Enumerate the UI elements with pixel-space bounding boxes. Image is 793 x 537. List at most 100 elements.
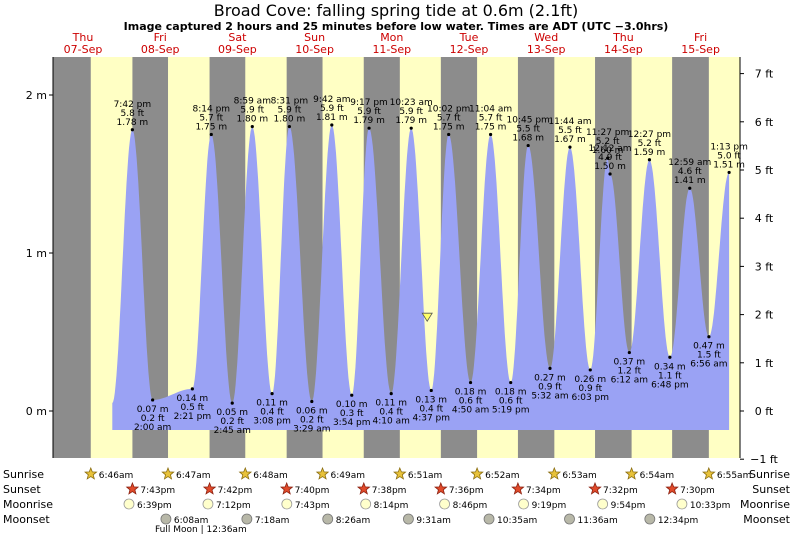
high-tide-time: 9:17 pm xyxy=(350,98,388,108)
day-date: 13-Sep xyxy=(527,43,566,56)
day-date: 10-Sep xyxy=(295,43,334,56)
sunset-time: 7:40pm xyxy=(295,486,330,496)
high-tide-point xyxy=(608,172,612,176)
high-tide-feet: 5.2 ft xyxy=(596,137,620,147)
low-tide-feet: 1.2 ft xyxy=(617,367,641,377)
moonset-icon xyxy=(160,513,172,525)
right-tick-label: 6 ft xyxy=(755,116,774,129)
high-tide-metres: 1.80 m xyxy=(236,115,268,125)
low-tide-time: 3:29 am xyxy=(293,425,330,435)
moonrise-icon xyxy=(597,498,609,510)
low-tide-point xyxy=(588,368,592,372)
moonset-icon xyxy=(322,513,334,525)
high-tide-time: 7:42 pm xyxy=(114,100,152,110)
tide-labels: 7:42 pm5.8 ft1.78 m0.07 m0.2 ft2:00 am0.… xyxy=(114,95,748,436)
moonset-time: 10:35am xyxy=(497,516,537,526)
moonset-time: 8:26am xyxy=(336,516,371,526)
sunrise-icon xyxy=(161,466,175,480)
moonset-time: 12:34pm xyxy=(658,516,698,526)
low-tide-time: 5:19 pm xyxy=(492,406,530,416)
high-tide-time: 10:02 pm xyxy=(427,105,470,115)
sunrise-time: 6:47am xyxy=(176,471,211,481)
row-label-right: Sunrise xyxy=(749,468,790,481)
day-date: 14-Sep xyxy=(604,43,643,56)
moonset-icon xyxy=(483,513,495,525)
sunset-icon xyxy=(202,481,217,495)
low-tide-metres: 0.11 m xyxy=(375,399,407,409)
high-tide-feet: 5.9 ft xyxy=(399,107,423,117)
day-of-week: Fri xyxy=(694,31,707,44)
high-tide-metres: 1.81 m xyxy=(316,113,348,123)
high-tide-point xyxy=(367,126,371,130)
low-tide-feet: 0.4 ft xyxy=(379,408,403,418)
high-tide-point xyxy=(447,132,451,137)
day-of-week: Fri xyxy=(154,31,167,44)
sunset-icon xyxy=(125,481,140,495)
high-tide-time: 11:27 pm xyxy=(586,128,629,138)
chart-header: Broad Cove: falling spring tide at 0.6m … xyxy=(124,1,669,33)
sunset-icon xyxy=(511,481,525,495)
moonset-icon xyxy=(644,513,656,525)
high-tide-point xyxy=(568,145,572,149)
high-tide-metres: 1.51 m xyxy=(713,160,745,170)
sunset-time: 7:36pm xyxy=(449,486,484,496)
sunset-icon xyxy=(665,481,679,495)
sunrise-icon xyxy=(84,466,98,480)
sunrise-time: 6:51am xyxy=(408,471,443,481)
high-tide-point xyxy=(526,143,530,148)
low-tide-point xyxy=(151,398,155,402)
left-tick-label: 2 m xyxy=(26,89,47,102)
low-tide-metres: 0.34 m xyxy=(654,362,686,372)
low-tide-point xyxy=(310,399,314,404)
sun-moon-rows: Sunrise Sunrise Sunset Sunset Moonrise Moonri… xyxy=(3,466,791,535)
sunrise-icon xyxy=(238,466,253,480)
low-tide-time: 3:54 pm xyxy=(333,418,371,428)
high-tide-point xyxy=(727,170,731,175)
high-tide-time: 10:45 pm xyxy=(507,116,550,126)
right-tick-label: 0 ft xyxy=(755,405,774,418)
day-date: 15-Sep xyxy=(681,43,720,56)
high-tide-metres: 1.78 m xyxy=(117,118,149,128)
high-tide-metres: 1.75 m xyxy=(195,123,227,133)
sunrise-time: 6:48am xyxy=(253,471,287,481)
sunrise-icon xyxy=(393,466,407,480)
right-tick-label: 5 ft xyxy=(755,164,774,177)
moonrise-icon xyxy=(360,498,372,510)
low-tide-time: 4:10 am xyxy=(373,417,410,427)
sunset-time: 7:32pm xyxy=(603,486,638,496)
high-tide-metres: 1.41 m xyxy=(674,176,706,186)
low-tide-point xyxy=(627,350,631,355)
low-tide-feet: 0.5 ft xyxy=(180,403,204,413)
high-tide-point xyxy=(250,125,254,129)
low-tide-time: 5:32 am xyxy=(531,391,568,401)
tide-water-area xyxy=(112,125,730,430)
moonrise-time: 9:19pm xyxy=(532,501,567,511)
chart-axes: 2 m 1 m 0 m 7 ft 6 ft 5 ft 4 ft 3 ft 2 ft 1 ft 0 f… xyxy=(26,57,779,466)
row-label-left: Moonset xyxy=(3,513,50,526)
moonrise-time: 10:33pm xyxy=(690,501,730,511)
sunrise-icon xyxy=(702,466,716,480)
right-tick-label: 7 ft xyxy=(755,68,774,81)
sunrise-time: 6:54am xyxy=(640,471,675,481)
high-tide-feet: 4.6 ft xyxy=(678,167,702,177)
low-tide-point xyxy=(230,401,234,405)
day-of-week: Tue xyxy=(459,31,479,44)
high-tide-point xyxy=(606,156,610,160)
high-tide-feet: 5.9 ft xyxy=(278,106,302,116)
low-tide-metres: 0.10 m xyxy=(336,400,368,410)
high-tide-time: 11:44 am xyxy=(548,117,591,127)
low-tide-feet: 0.9 ft xyxy=(538,382,562,392)
day-of-week: Thu xyxy=(612,31,634,44)
moonrise-icon xyxy=(281,498,293,510)
sunrise-icon xyxy=(547,466,562,480)
low-tide-time: 3:08 pm xyxy=(253,417,291,427)
high-tide-feet: 5.5 ft xyxy=(558,126,582,136)
high-tide-feet: 5.8 ft xyxy=(121,109,145,119)
high-tide-metres: 1.79 m xyxy=(353,116,385,126)
high-tide-metres: 1.50 m xyxy=(594,162,626,172)
low-tide-point xyxy=(350,393,354,397)
right-tick-label: 4 ft xyxy=(755,212,774,225)
day-of-week: Sat xyxy=(228,31,247,44)
low-tide-feet: 0.3 ft xyxy=(340,409,364,419)
